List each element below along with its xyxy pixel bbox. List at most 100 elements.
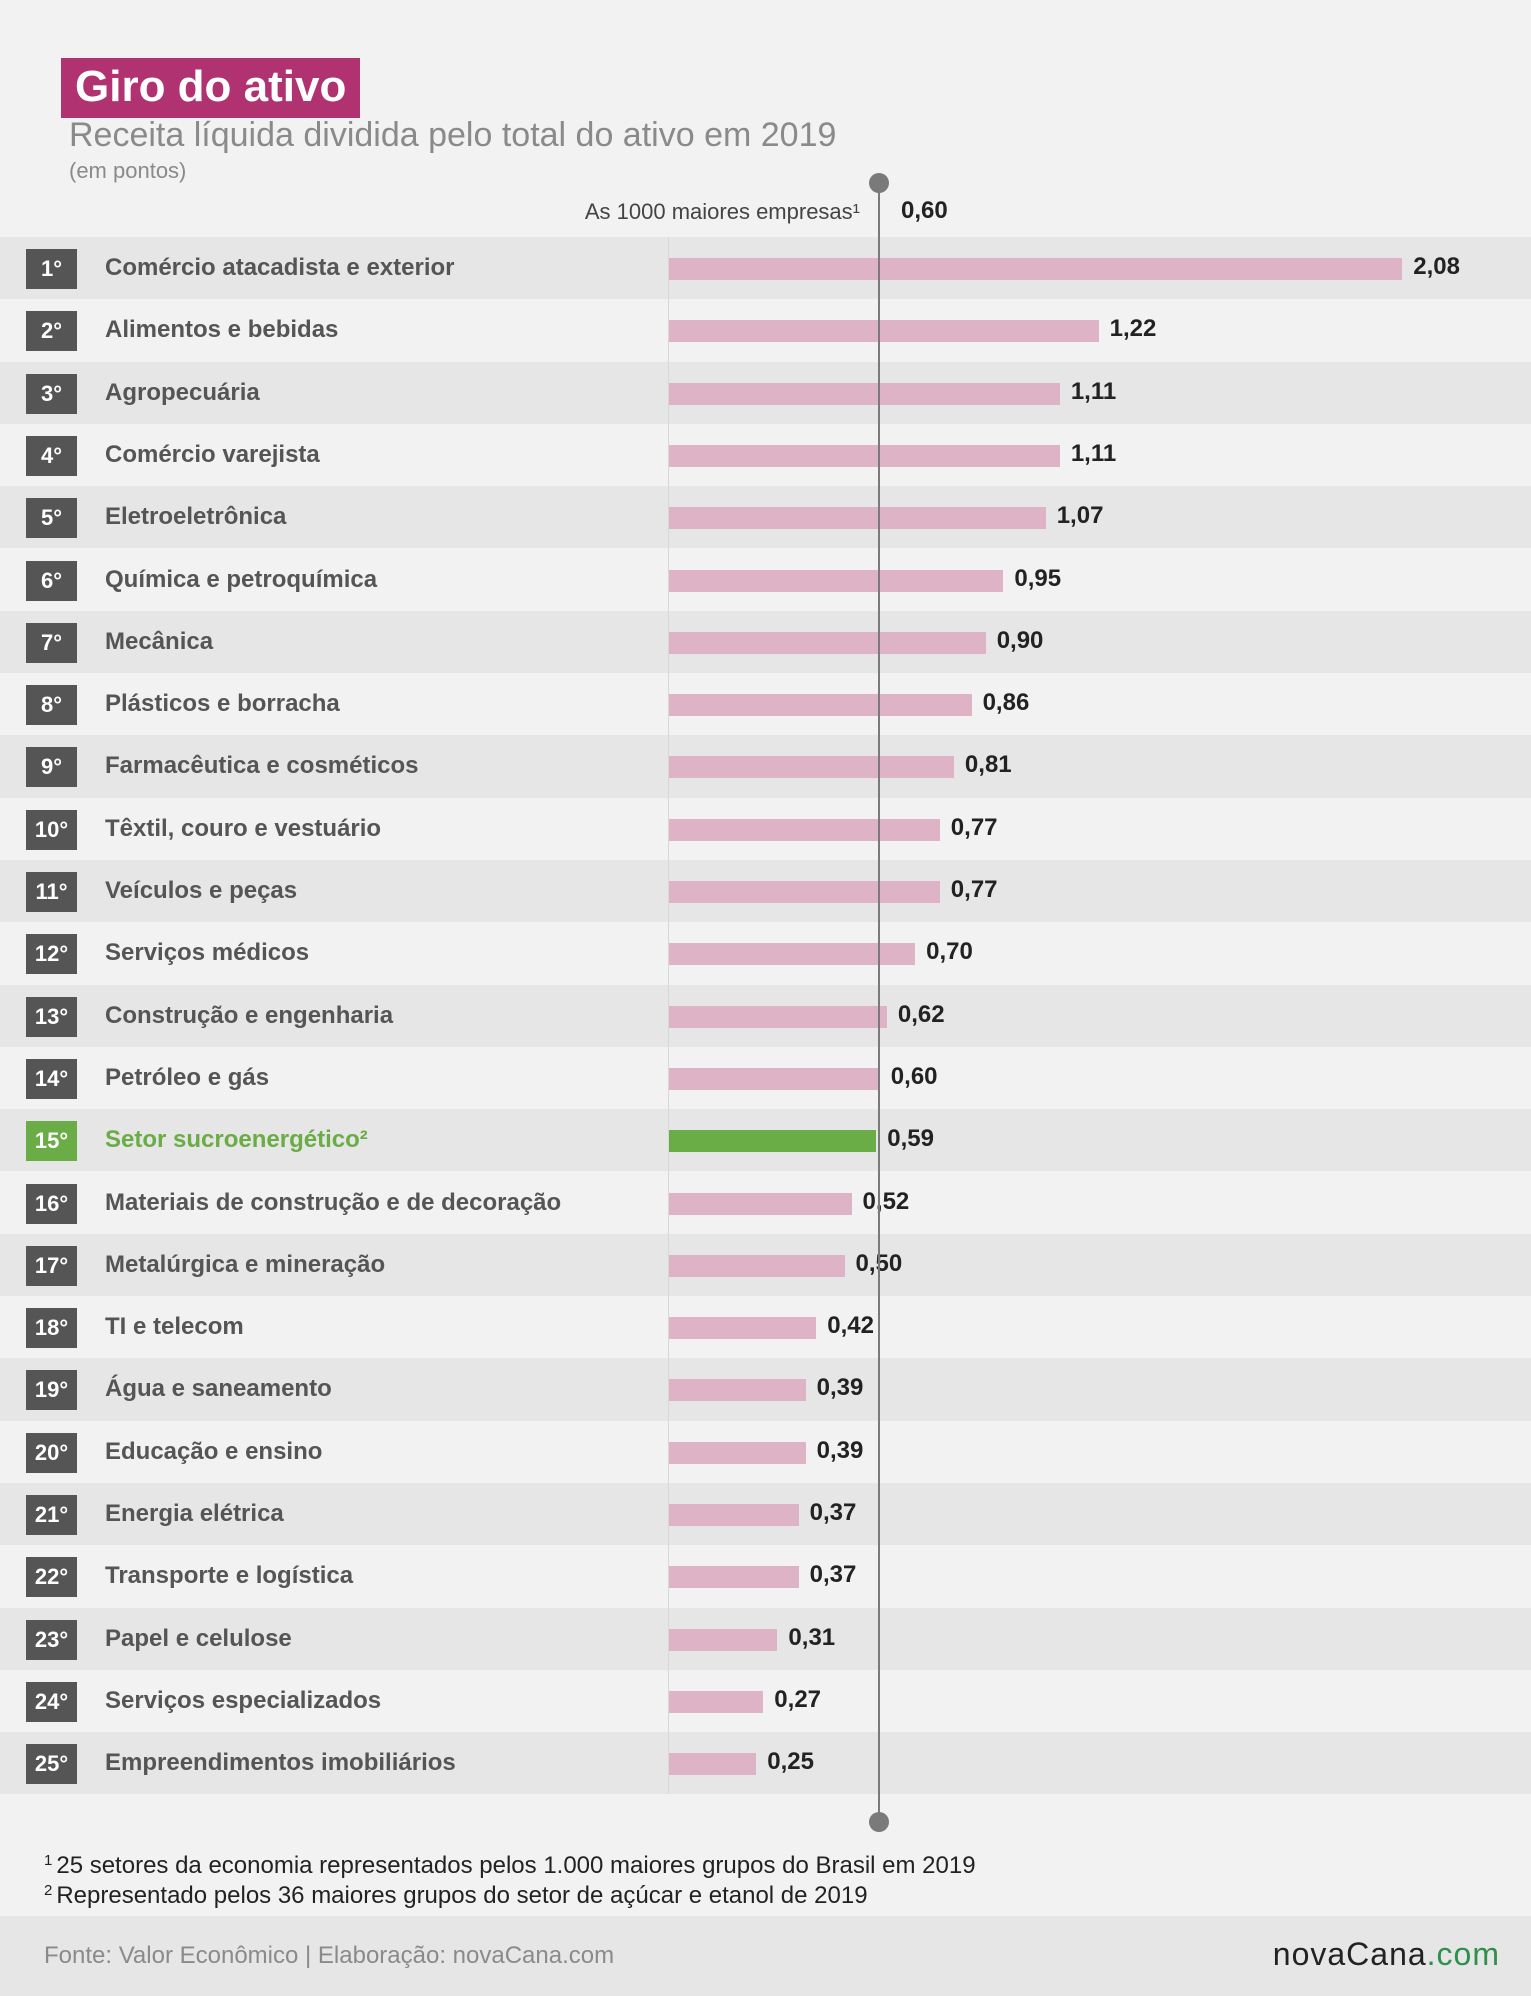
reference-line [878,177,880,1824]
category-label: Agropecuária [105,378,260,406]
bar [668,756,954,779]
bar [668,1753,757,1776]
value-label: 0,70 [926,938,973,966]
category-label: Química e petroquímica [105,565,378,593]
bar-row: 16° Materiais de construção e de decoraçã… [0,1171,1531,1234]
value-label: 0,39 [816,1374,864,1402]
bar-row: 2° Alimentos e bebidas 1,22 [0,299,1531,362]
category-label: Veículos e peças [105,877,298,904]
category-label: Comércio atacadista e exterior [105,254,455,281]
rank-badge: 6° [26,560,77,601]
chart-title: Giro do ativo [61,58,361,118]
rank-badge: 1° [26,249,77,289]
value-label: 1,11 [1070,377,1117,405]
rank-badge: 8° [26,685,77,726]
value-label: 1,11 [1070,439,1117,467]
bar [668,382,1060,405]
bar-row: 19° Água e saneamento 0,39 [0,1358,1531,1421]
rank-badge: 7° [26,622,77,663]
category-label: TI e telecom [105,1313,244,1341]
bar-row: 8° Plásticos e borracha 0,86 [0,673,1531,736]
reference-line-top-dot [869,173,889,193]
bar-row: 20° Educação e ensino 0,39 [0,1420,1531,1483]
value-label: 0,27 [774,1685,822,1713]
bar [668,1130,877,1153]
value-label: 0,62 [897,1000,945,1028]
value-label: 0,31 [788,1623,836,1651]
bar [668,507,1046,530]
category-label: Energia elétrica [105,1500,284,1527]
rank-badge: 9° [26,747,77,788]
value-label: 0,90 [996,626,1044,654]
reference-line-bottom-dot [869,1812,889,1832]
category-label: Empreendimentos imobiliários [105,1749,456,1777]
value-label: 1,22 [1109,315,1157,343]
value-label: 2,08 [1413,253,1460,280]
value-label: 0,59 [887,1125,934,1153]
bar-row: 10° Têxtil, couro e vestuário 0,77 [0,797,1531,860]
bar-row: 4° Comércio varejista 1,11 [0,423,1531,487]
bar-row: 13° Construção e engenharia 0,62 [0,984,1531,1047]
bar [668,1690,764,1713]
bar-row: 22° Transporte e logística 0,37 [0,1545,1531,1608]
bar-row: 14° Petróleo e gás 0,60 [0,1046,1531,1110]
bar-row: 24° Serviços especializados 0,27 [0,1669,1531,1733]
bar-row: 12° Serviços médicos 0,70 [0,922,1531,985]
bar-baseline [668,237,669,1794]
bar [668,1067,880,1090]
footnote-1: 1 25 setores da economia representados pe… [44,1852,976,1879]
rank-badge: 17° [26,1245,77,1286]
bar [668,1628,778,1651]
bar-row: 3° Agropecuária 1,11 [0,361,1531,424]
rank-badge: 11° [26,872,77,912]
rank-badge: 10° [26,809,77,850]
bar [668,631,986,654]
bar [668,320,1099,343]
bar-row: 23° Papel e celulose 0,31 [0,1607,1531,1670]
bar [668,1254,845,1277]
rank-badge: 5° [26,498,77,539]
bar [668,1005,887,1028]
value-label: 0,39 [816,1436,864,1464]
rank-badge: 13° [26,996,77,1037]
rank-badge: 21° [26,1495,77,1535]
value-label: 0,77 [950,876,998,903]
bar-row: 17°Metalúrgica e mineração0,50 [0,1233,1531,1297]
rank-badge: 3° [26,373,77,414]
value-label: 0,25 [767,1748,814,1776]
reference-value: 0,60 [901,197,948,224]
category-label: Alimentos e bebidas [105,316,339,344]
bar-row: 11° Veículos e peças 0,77 [0,860,1531,923]
bar [668,1317,817,1340]
bar [668,1566,799,1589]
bar [668,569,1004,592]
category-label: Construção e engenharia [105,1001,394,1029]
rank-badge: 25° [26,1744,77,1785]
category-label: Petróleo e gás [105,1063,270,1091]
rank-badge: 14° [26,1058,77,1099]
category-label: Educação e ensino [105,1437,323,1465]
bar-row: 15° Setor sucroenergético² 0,59 [0,1109,1531,1172]
reference-label: As 1000 maiores empresas¹ [584,199,860,224]
source-credit: Fonte: Valor Econômico | Elaboração: nov… [44,1942,615,1969]
rank-badge: 24° [26,1681,77,1722]
footnote-2: 2 Representado pelos 36 maiores grupos do… [44,1882,868,1909]
category-label: Comércio varejista [105,440,320,468]
value-label: 0,60 [890,1062,938,1090]
bar [668,943,916,966]
rank-badge: 22° [26,1557,77,1598]
value-label: 0,77 [950,813,998,841]
category-label: Mecânica [105,627,214,655]
category-label: Farmacêutica e cosméticos [105,752,419,780]
value-label: 0,95 [1014,564,1062,592]
rank-badge: 23° [26,1619,77,1660]
rank-badge: 16° [26,1183,77,1224]
chart-subtitle: Receita líquida dividida pelo total do a… [69,116,837,154]
category-label: Transporte e logística [105,1562,354,1590]
value-label: 0,37 [809,1561,857,1589]
category-label: Metalúrgica e mineração [105,1250,386,1278]
rank-badge: 18° [26,1308,77,1349]
category-label: Papel e celulose [105,1624,292,1652]
bar [668,258,1403,280]
value-label: 0,86 [982,689,1030,717]
